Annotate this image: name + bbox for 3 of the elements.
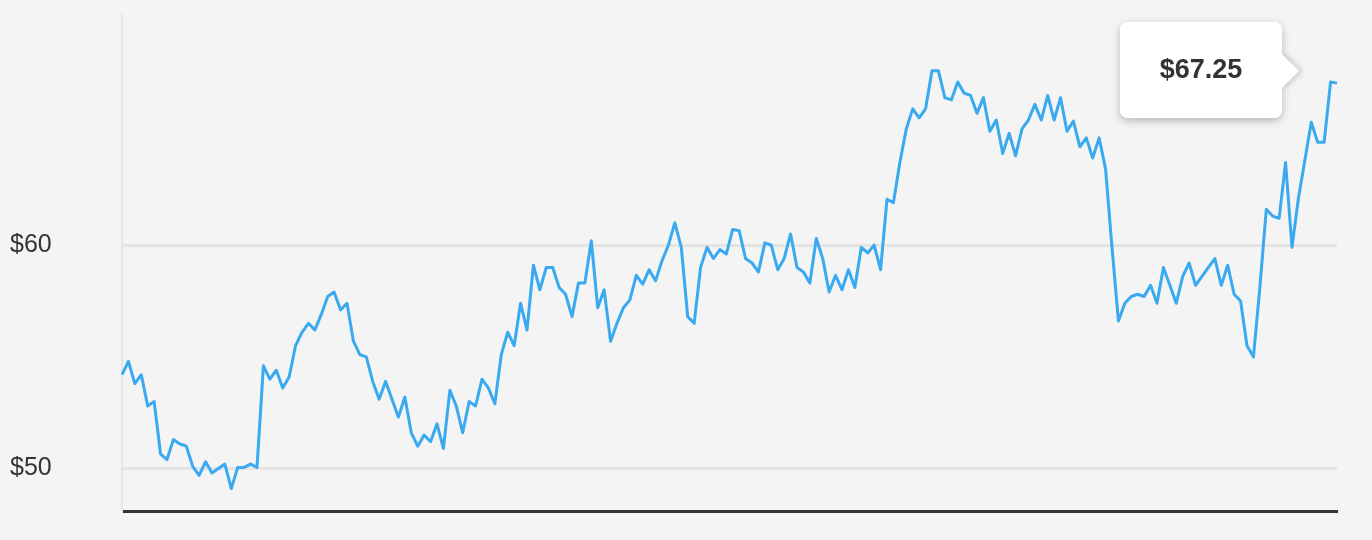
y-tick-label: $60 <box>10 229 52 258</box>
annotation: $67.25 <box>1158 54 1244 85</box>
y-tick-label: $50 <box>10 452 52 481</box>
